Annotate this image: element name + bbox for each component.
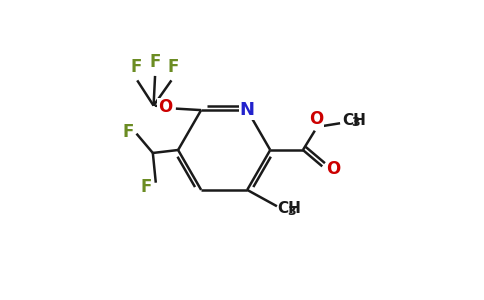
Text: F: F [123,123,134,141]
Text: F: F [150,53,161,71]
Text: F: F [130,58,141,76]
Text: O: O [326,160,340,178]
Text: N: N [240,101,255,119]
Text: CH: CH [277,201,302,216]
Text: O: O [158,98,172,116]
Text: O: O [309,110,323,128]
Text: CH: CH [342,113,366,128]
Text: 3: 3 [287,205,296,218]
Text: 3: 3 [352,116,360,130]
Text: F: F [167,58,179,76]
Text: F: F [141,178,152,196]
